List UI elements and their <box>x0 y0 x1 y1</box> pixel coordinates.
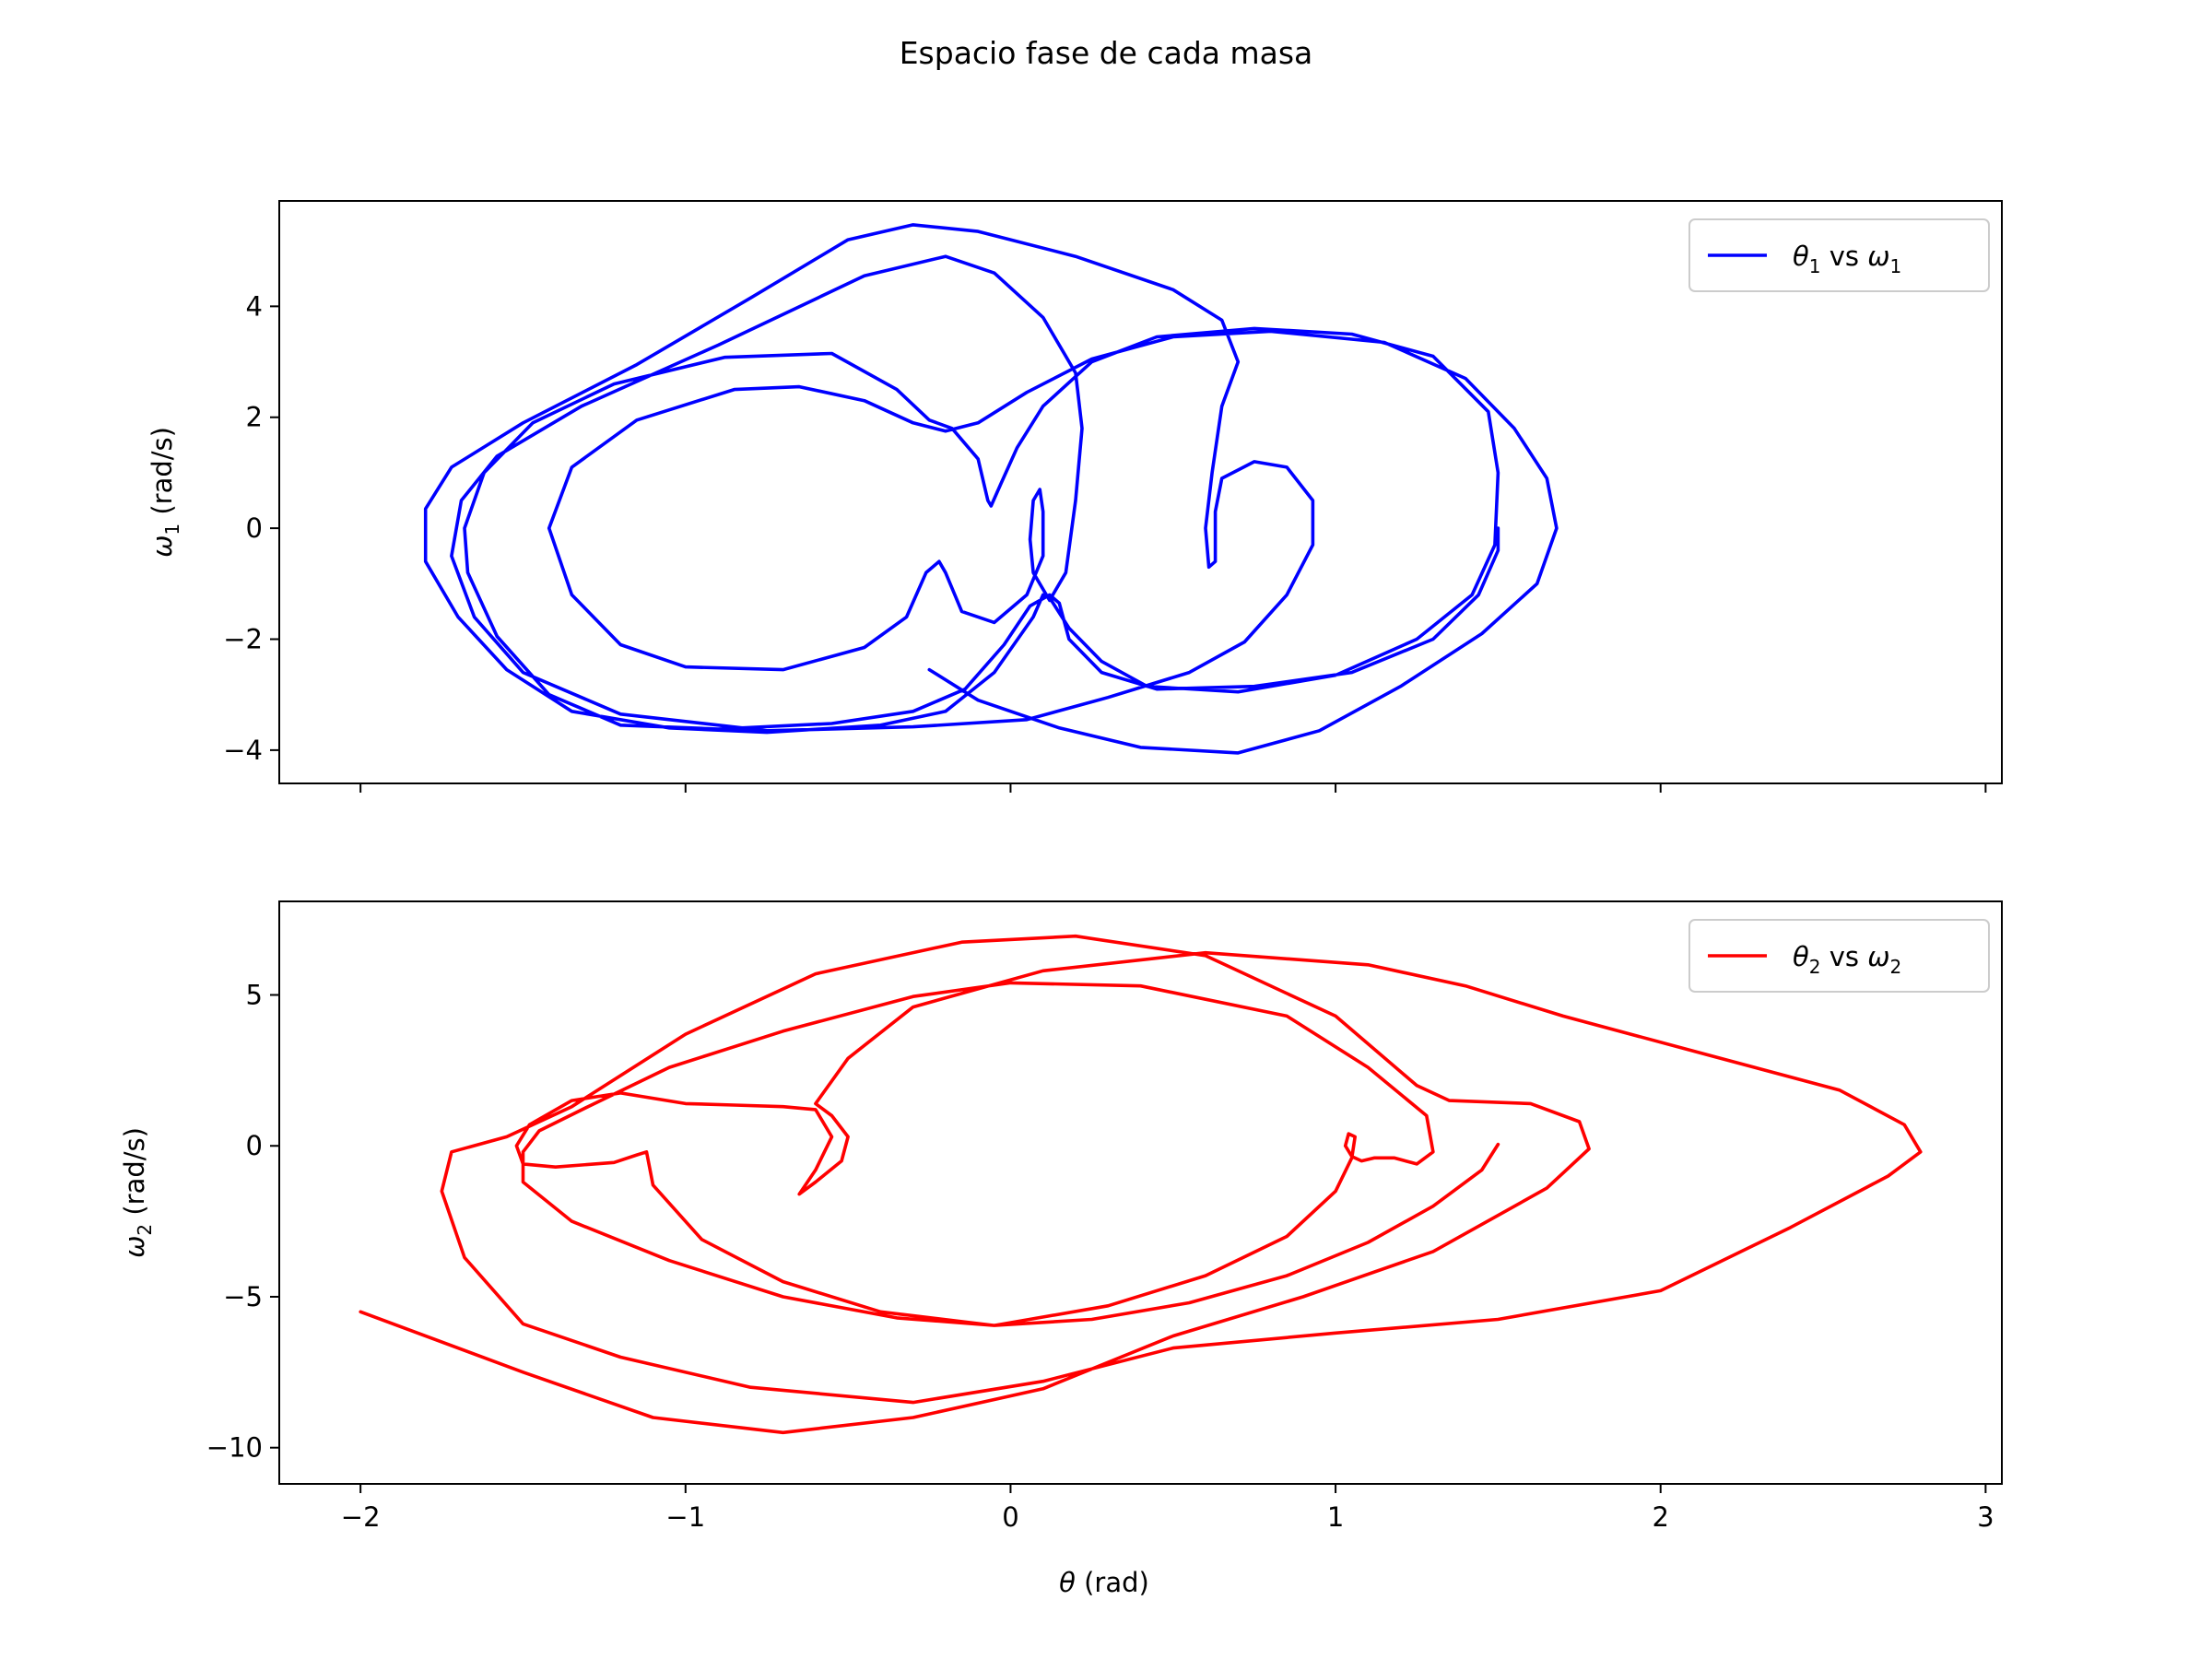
axes-frame-top <box>278 200 2003 784</box>
y-tick-label: −10 <box>206 1432 263 1464</box>
y-tick-label: 0 <box>246 512 263 544</box>
y-tick-label: 5 <box>246 980 263 1011</box>
legend-label: θ1 vs ω1 <box>1793 241 1901 277</box>
axes-frame-bottom <box>278 900 2003 1485</box>
y-tick-label: −5 <box>223 1281 263 1312</box>
y-tick-label: 4 <box>246 290 263 322</box>
y-tick-label: −2 <box>223 624 263 655</box>
legend-top: θ1 vs ω1 <box>1688 218 1990 292</box>
x-tick-label: 2 <box>1652 1501 1668 1533</box>
legend-bottom: θ2 vs ω2 <box>1688 919 1990 993</box>
x-tick-label: −1 <box>665 1501 705 1533</box>
y-tick-label: −4 <box>223 735 263 766</box>
y-tick-label: 0 <box>246 1130 263 1161</box>
x-tick-label: −2 <box>341 1501 381 1533</box>
x-tick-label: 1 <box>1327 1501 1344 1533</box>
figure-title: Espacio fase de cada masa <box>900 35 1313 71</box>
y-axis-label-bottom: ω2 (rad/s) <box>119 1127 156 1258</box>
x-axis-label: θ (rad) <box>1059 1567 1149 1598</box>
x-tick-label: 0 <box>1002 1501 1018 1533</box>
legend-label: θ2 vs ω2 <box>1793 941 1901 978</box>
y-tick-label: 2 <box>246 402 263 433</box>
series-top-line <box>423 223 1559 755</box>
axes-top: −4 −2 0 2 4 ω1 (rad/s) θ1 vs ω1 <box>147 200 2003 793</box>
series-bottom-line <box>359 934 1923 1435</box>
x-tick-label: 3 <box>1977 1501 1994 1533</box>
y-axis-label-top: ω1 (rad/s) <box>147 427 183 558</box>
